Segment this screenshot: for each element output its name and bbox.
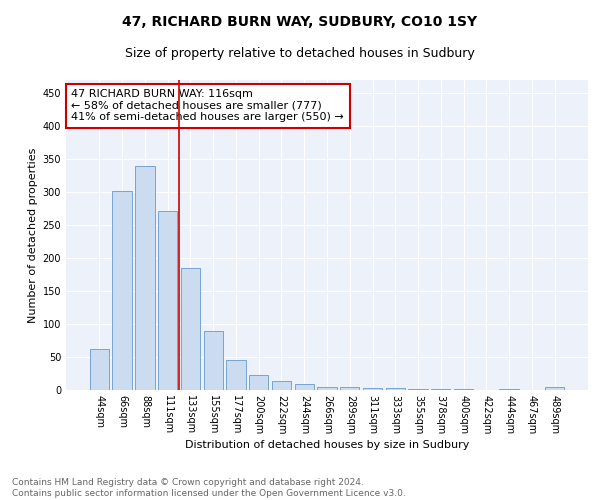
Bar [363,388,382,390]
Bar [181,268,200,390]
Bar [249,375,268,390]
Bar [295,384,314,390]
Bar [226,360,245,390]
X-axis label: Distribution of detached houses by size in Sudbury: Distribution of detached houses by size … [185,440,469,450]
Y-axis label: Number of detached properties: Number of detached properties [28,148,38,322]
Bar [112,192,132,390]
Bar [203,330,223,390]
Bar [340,388,359,390]
Bar [409,388,428,390]
Bar [90,349,109,390]
Text: 47 RICHARD BURN WAY: 116sqm
← 58% of detached houses are smaller (777)
41% of se: 47 RICHARD BURN WAY: 116sqm ← 58% of det… [71,90,344,122]
Bar [135,166,155,390]
Bar [272,382,291,390]
Bar [158,210,178,390]
Text: 47, RICHARD BURN WAY, SUDBURY, CO10 1SY: 47, RICHARD BURN WAY, SUDBURY, CO10 1SY [122,15,478,29]
Bar [386,388,405,390]
Bar [545,388,564,390]
Text: Size of property relative to detached houses in Sudbury: Size of property relative to detached ho… [125,48,475,60]
Text: Contains HM Land Registry data © Crown copyright and database right 2024.
Contai: Contains HM Land Registry data © Crown c… [12,478,406,498]
Bar [317,386,337,390]
Bar [431,388,451,390]
